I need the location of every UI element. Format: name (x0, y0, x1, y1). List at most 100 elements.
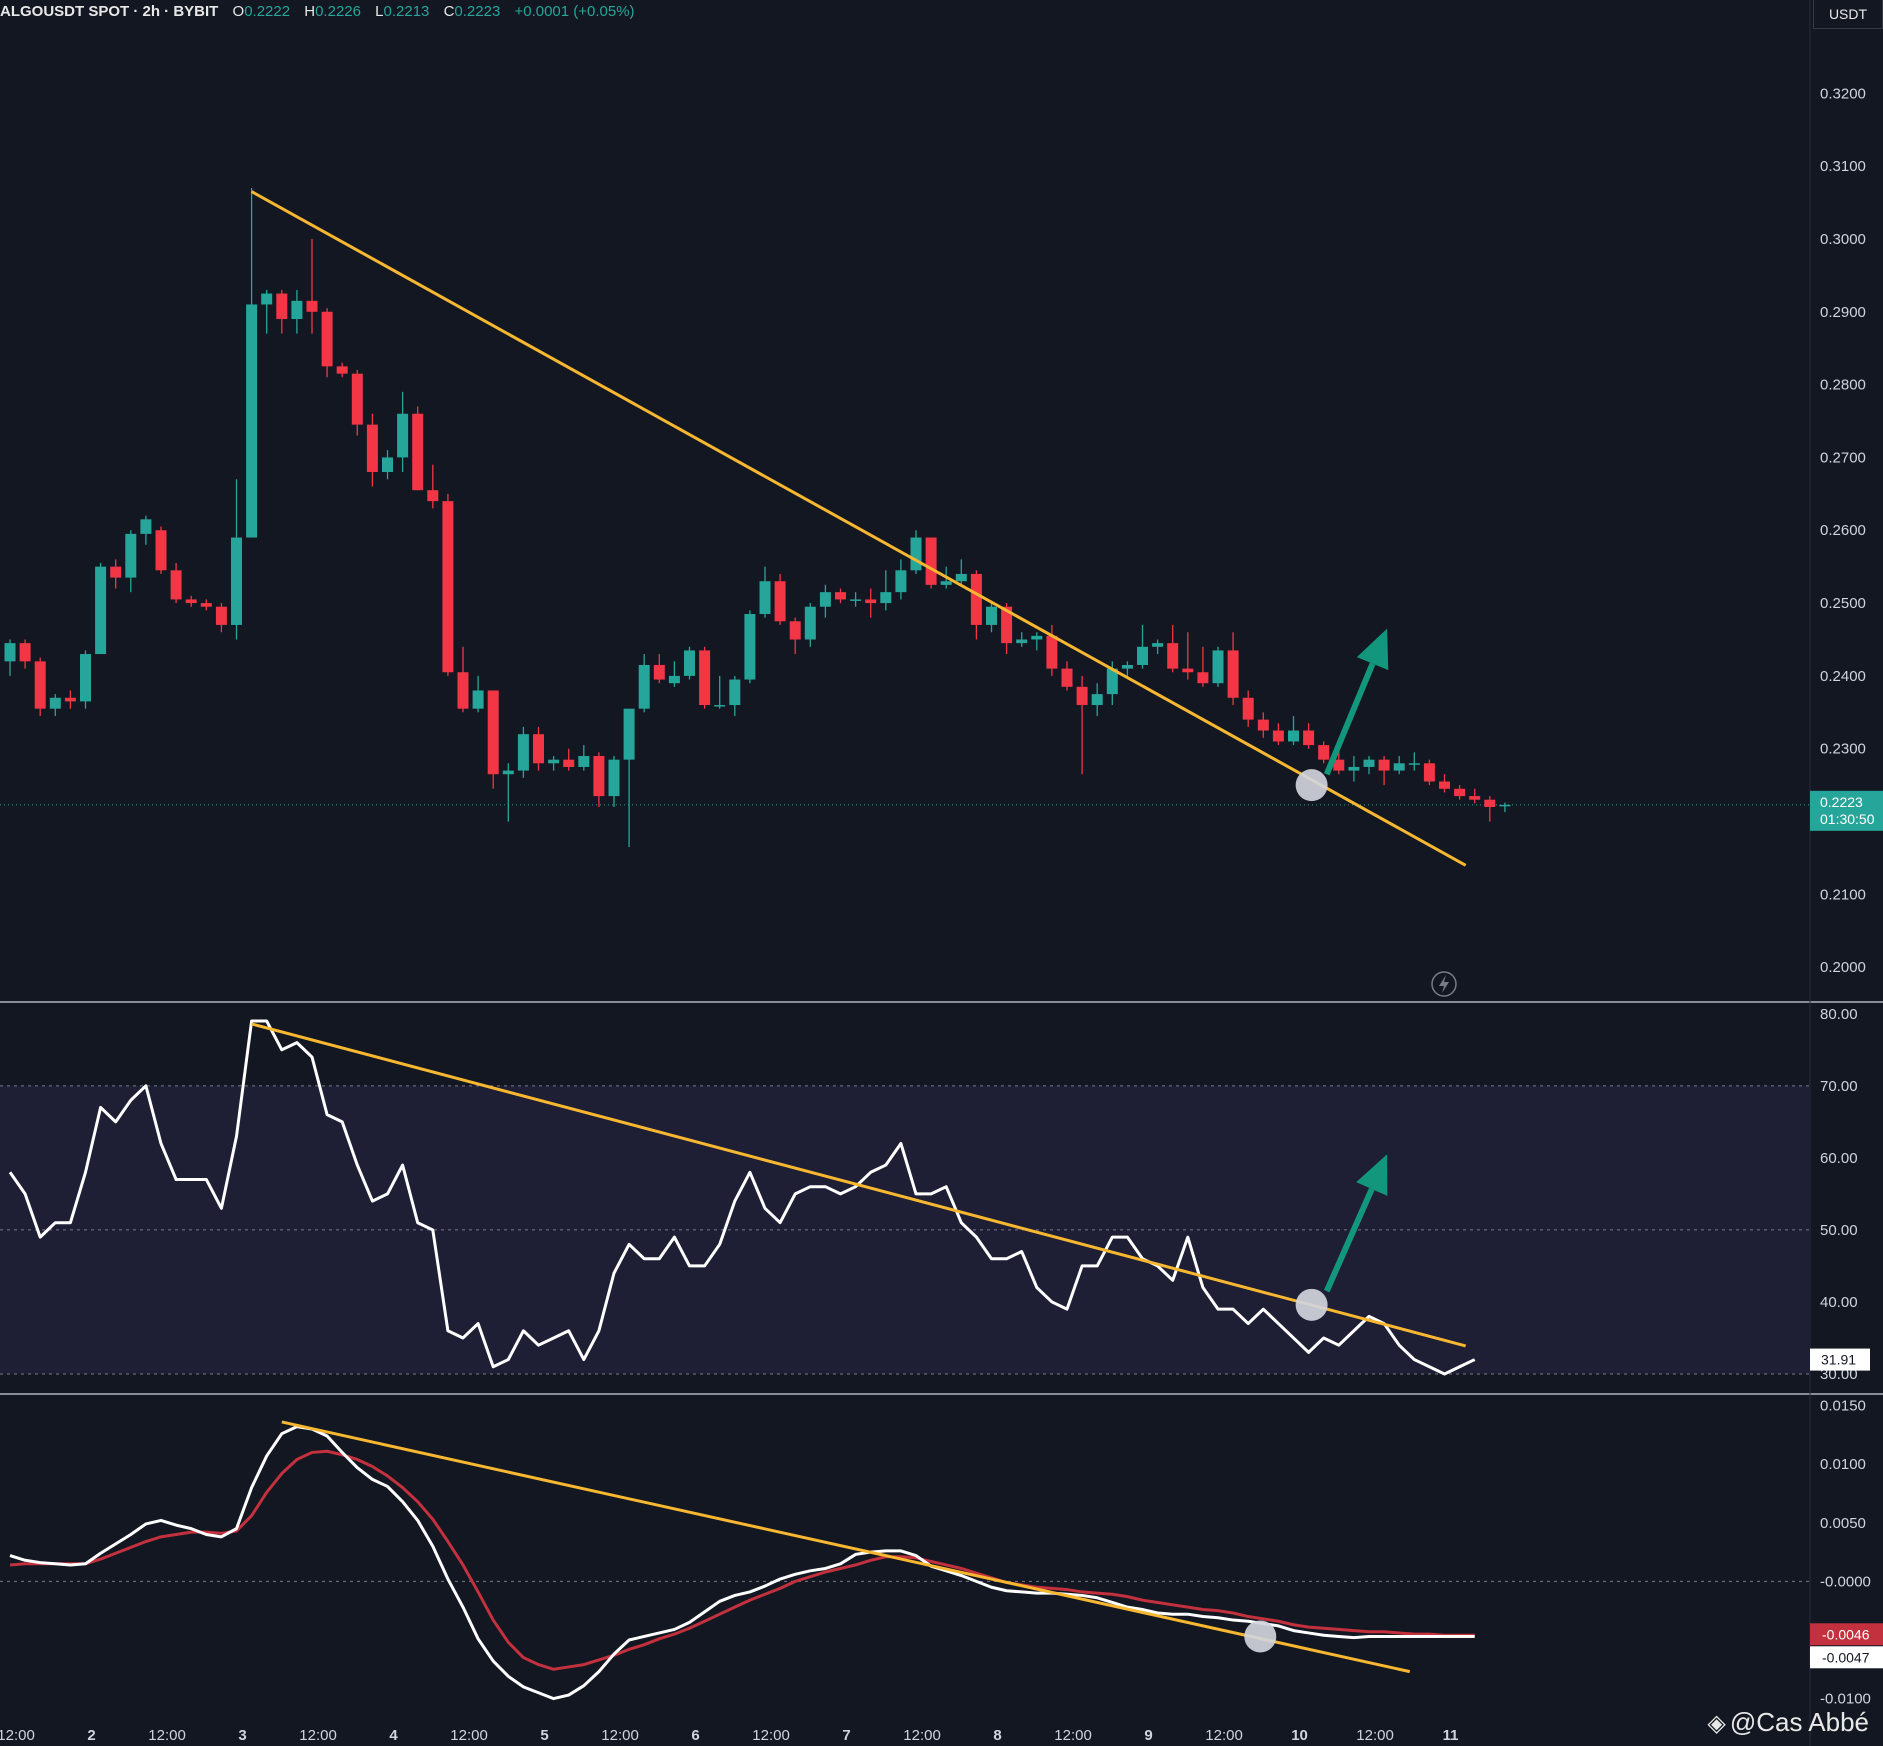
candle-body (80, 654, 91, 702)
candle-body (1212, 650, 1224, 684)
candle-body (638, 664, 650, 709)
price-breakout-arrow-head (1356, 628, 1389, 671)
price-breakout-marker (1295, 769, 1328, 802)
candle-body (593, 756, 605, 797)
high-value: 0.2226 (315, 3, 361, 20)
candle-body (1091, 694, 1103, 706)
price-tick-label: 0.2400 (1820, 668, 1866, 685)
time-axis-label: 12:00 (752, 1727, 790, 1744)
candle-body (321, 311, 333, 367)
time-axis-label: 8 (993, 1727, 1001, 1744)
candle-body (1499, 804, 1511, 807)
candle-body (563, 759, 575, 767)
time-axis-label: 3 (238, 1727, 246, 1744)
close-label: C (443, 3, 455, 20)
candle-body (1076, 686, 1088, 706)
candle-body (1318, 745, 1330, 760)
candle-body (608, 759, 620, 797)
macd-breakout-marker (1244, 1620, 1277, 1653)
candle-body (487, 690, 499, 775)
symbol-name[interactable]: ALGOUSDT SPOT · 2h · BYBIT (0, 3, 219, 20)
candle-body (1242, 697, 1254, 720)
lightning-icon (1431, 971, 1457, 997)
candle-body (1031, 635, 1043, 640)
candle-body (261, 293, 273, 305)
lightning-icon-glyph (1439, 975, 1449, 993)
time-axis-label: 12:00 (1205, 1727, 1243, 1744)
time-axis-label: 6 (691, 1727, 699, 1744)
candle-body (34, 661, 46, 709)
candle-body (729, 679, 741, 706)
currency-button[interactable]: USDT (1813, 0, 1883, 29)
symbol-header: ALGOUSDT SPOT · 2h · BYBIT O0.2222 H0.22… (0, 3, 635, 20)
price-trendline (250, 190, 1467, 867)
macd-trendline (281, 1420, 1411, 1674)
candle-body (955, 573, 967, 582)
price-tick-label: 0.3200 (1820, 85, 1866, 102)
time-axis-label: 12:00 (299, 1727, 337, 1744)
candle-body (1393, 763, 1405, 771)
candle-body (880, 592, 892, 604)
time-axis-label: 12:00 (903, 1727, 941, 1744)
candle-body (1378, 759, 1390, 771)
time-axis-label: 7 (842, 1727, 850, 1744)
candle-body (517, 734, 529, 771)
change-value: +0.0001 (+0.05%) (514, 3, 635, 20)
candle-body (714, 705, 726, 707)
candle-body (427, 490, 439, 502)
candle-body (231, 537, 242, 625)
price-tick-label: 0.2700 (1820, 449, 1866, 466)
candle-body (1257, 719, 1269, 731)
candle-body (789, 621, 801, 640)
candle-body (1152, 643, 1164, 647)
candle-body (1121, 664, 1133, 669)
last-price-tag (1810, 790, 1883, 831)
low-value: 0.2213 (383, 3, 430, 20)
candle-body (1288, 730, 1299, 742)
time-axis-label: 12:00 (1356, 1727, 1394, 1744)
candle-body (110, 566, 122, 578)
macd-line (9, 1425, 1475, 1701)
candle-body (850, 599, 862, 601)
candle-body (200, 603, 212, 607)
candle-body (744, 614, 756, 680)
candle-body (835, 592, 846, 600)
candle-body (95, 566, 107, 655)
candle-body (170, 570, 182, 600)
candle-body (1439, 781, 1450, 789)
candle-body (276, 293, 288, 320)
rsi-trendline (251, 1022, 1467, 1348)
candle-body (940, 581, 952, 585)
candle-body (970, 573, 982, 625)
last-price-countdown: 01:30:50 (1820, 811, 1875, 827)
time-axis-label: 12:00 (450, 1727, 488, 1744)
price-tick-label: 0.2900 (1820, 304, 1866, 321)
candle-body (215, 606, 227, 625)
candle-body (457, 672, 469, 709)
candle-body (1227, 650, 1239, 698)
candle-body (1454, 788, 1466, 797)
rsi-tick-label: 50.00 (1820, 1222, 1858, 1239)
candle-body (1016, 639, 1028, 644)
price-tick-label: 0.3100 (1820, 158, 1866, 175)
candle-body (351, 373, 363, 425)
watermark-text: @Cas Abbé (1729, 1707, 1869, 1737)
candle-body (623, 708, 635, 760)
candle-body (759, 581, 771, 614)
open-label: O (232, 3, 245, 20)
price-tick-label: 0.2600 (1820, 522, 1866, 539)
candle-body (1272, 730, 1284, 742)
last-price-tag-value: 0.2223 (1820, 794, 1863, 810)
time-axis-label: 12:00 (1054, 1727, 1092, 1744)
candle-body (291, 300, 303, 320)
price-tick-label: 0.2100 (1820, 886, 1866, 903)
candle-body (1348, 766, 1360, 771)
candle-body (4, 643, 16, 662)
candle-body (366, 424, 378, 472)
candle-body (382, 457, 393, 472)
time-axis-label: 2 (87, 1727, 95, 1744)
time-axis-label: 11 (1443, 1727, 1459, 1744)
candle-body (1333, 759, 1345, 771)
rsi-value-tag-text: 31.91 (1821, 1352, 1856, 1368)
